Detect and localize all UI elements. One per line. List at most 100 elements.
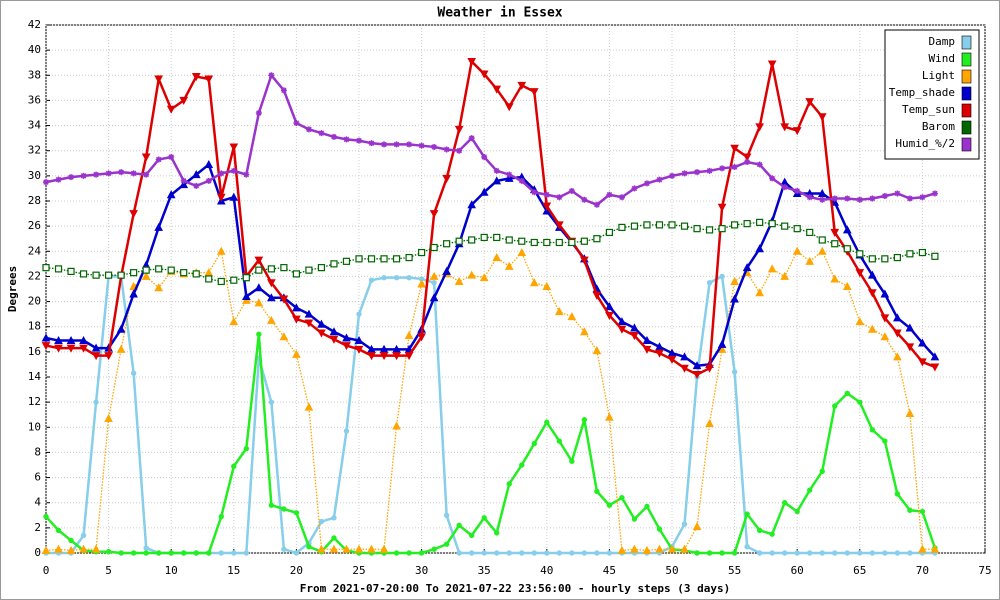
point: [655, 221, 664, 229]
plot-area: [45, 24, 986, 554]
point: [380, 255, 388, 263]
point: [329, 544, 339, 553]
point: [568, 238, 576, 247]
point: [893, 313, 902, 322]
point: [930, 352, 940, 361]
point: [769, 531, 775, 537]
point: [705, 226, 714, 234]
point: [693, 225, 701, 233]
point: [379, 352, 389, 361]
point: [619, 494, 625, 501]
legend-label: Humid_%/2: [895, 137, 955, 150]
point: [505, 236, 513, 244]
point: [429, 271, 439, 280]
point: [67, 267, 75, 275]
point: [193, 182, 200, 189]
point: [504, 103, 514, 112]
point: [179, 180, 189, 189]
point: [254, 298, 264, 307]
point: [154, 283, 164, 292]
point: [130, 550, 137, 556]
y-tick-label: 20: [28, 295, 41, 308]
legend-swatch: [961, 103, 972, 118]
x-tick-label: 15: [227, 564, 240, 577]
point: [517, 81, 527, 90]
point: [893, 253, 901, 262]
point: [368, 140, 375, 147]
point: [241, 295, 251, 304]
point: [42, 264, 50, 272]
point: [181, 550, 187, 556]
point: [306, 544, 312, 550]
point: [456, 147, 463, 154]
point: [869, 550, 876, 556]
point: [191, 73, 201, 82]
point: [268, 502, 275, 508]
point: [893, 352, 902, 361]
point: [304, 309, 314, 318]
point: [519, 550, 525, 556]
point: [330, 260, 338, 268]
point: [367, 544, 376, 553]
point: [617, 317, 627, 326]
point: [431, 546, 437, 552]
point: [642, 545, 652, 554]
point: [104, 352, 113, 361]
point: [342, 342, 351, 351]
point: [317, 319, 326, 328]
point: [417, 333, 426, 342]
point: [406, 141, 413, 148]
point: [918, 544, 927, 553]
point: [894, 190, 901, 197]
point: [142, 266, 150, 274]
point: [66, 344, 76, 353]
point: [668, 221, 676, 229]
point: [531, 550, 537, 556]
point: [769, 550, 775, 556]
point: [267, 293, 276, 302]
point: [731, 369, 738, 375]
point: [93, 399, 99, 405]
point: [905, 323, 915, 332]
point: [793, 225, 801, 233]
point: [41, 342, 51, 351]
point: [867, 270, 877, 279]
point: [680, 222, 689, 230]
point: [155, 550, 162, 556]
point: [193, 550, 199, 556]
point: [618, 223, 626, 231]
point: [669, 172, 675, 179]
point: [681, 521, 688, 527]
legend-swatch: [961, 69, 972, 84]
point: [881, 192, 888, 199]
point: [894, 550, 901, 556]
point: [205, 275, 213, 283]
point: [594, 550, 600, 556]
point: [492, 253, 502, 262]
point: [318, 518, 325, 525]
point: [317, 544, 326, 553]
point: [617, 325, 627, 334]
point: [442, 266, 451, 275]
point: [456, 550, 462, 556]
x-tick-label: 0: [43, 564, 50, 577]
point: [54, 544, 63, 553]
point: [205, 177, 212, 184]
point: [256, 331, 262, 337]
point: [744, 159, 751, 166]
point: [367, 255, 376, 263]
point: [143, 171, 150, 178]
y-tick-label: 34: [28, 119, 42, 132]
legend-label: Light: [922, 69, 955, 82]
point: [166, 190, 176, 199]
point: [580, 237, 588, 245]
point: [418, 142, 425, 149]
point: [756, 550, 763, 556]
point: [719, 550, 725, 556]
point: [656, 526, 663, 532]
point: [317, 264, 326, 272]
y-tick-label: 18: [28, 320, 41, 333]
point: [342, 257, 351, 265]
point: [755, 123, 764, 132]
point: [130, 170, 137, 177]
